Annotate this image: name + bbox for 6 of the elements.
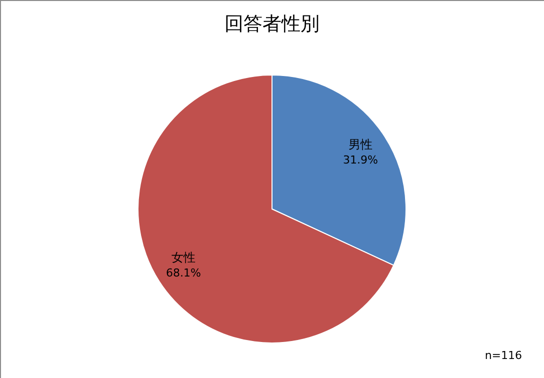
- data-label: 68.1%: [166, 266, 201, 280]
- chart-title: 回答者性別: [224, 13, 320, 35]
- slice-label: 男性: [348, 137, 372, 152]
- data-label: 31.9%: [343, 153, 378, 166]
- text: n=116: [484, 349, 522, 362]
- slice-label: 女性: [172, 250, 196, 265]
